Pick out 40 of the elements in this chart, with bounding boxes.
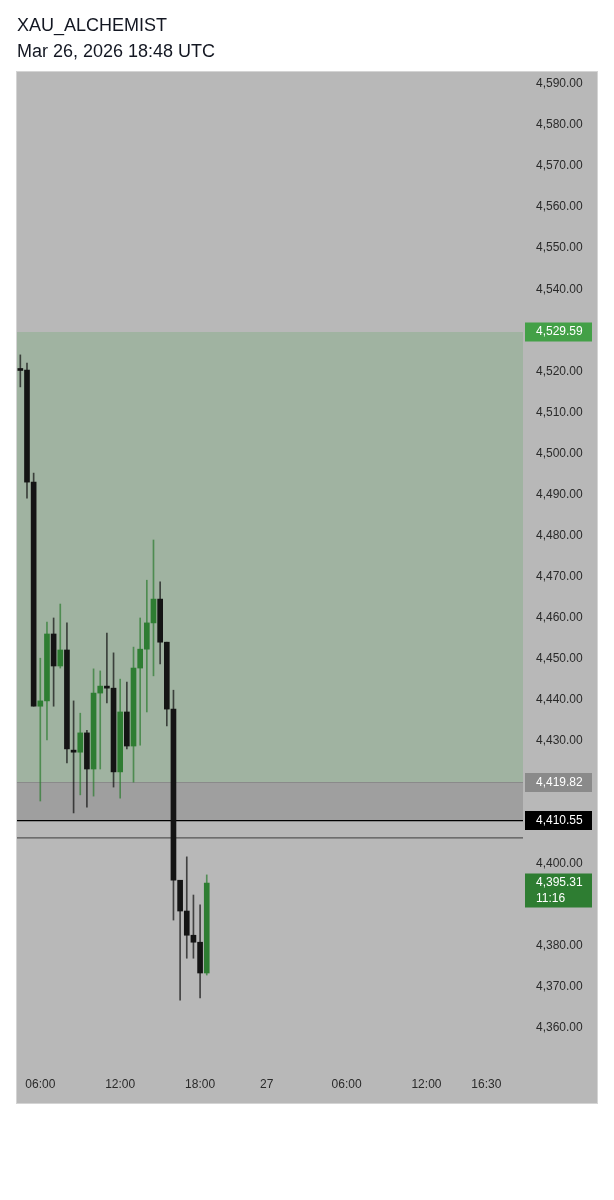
x-tick-label: 12:00 [105, 1076, 136, 1091]
chart-title: XAU_ALCHEMIST [17, 14, 169, 38]
candlestick [144, 579, 150, 713]
y-tick-label: 4,480.00 [536, 527, 584, 542]
x-tick-label: 18:00 [185, 1076, 216, 1091]
x-tick-label: 16:30 [471, 1076, 502, 1091]
y-tick-label: 4,540.00 [536, 281, 584, 296]
y-tick-label: 4,440.00 [536, 691, 584, 706]
x-tick-label: 27 [259, 1076, 274, 1091]
ref-line-label: 4,410.55 [536, 812, 584, 827]
y-tick-label: 4,370.00 [536, 979, 584, 994]
candlestick [137, 617, 143, 746]
candlestick [57, 603, 64, 669]
y-tick-label: 4,430.00 [536, 733, 584, 748]
y-tick-label: 4,450.00 [536, 650, 584, 665]
y-tick-label: 4,460.00 [536, 609, 584, 624]
text: 11:16 [536, 890, 566, 905]
y-tick-label: 4,560.00 [536, 199, 584, 214]
y-tick-label: 4,470.00 [536, 568, 584, 583]
text: 4,395.31 [536, 875, 584, 890]
y-tick-label: 4,590.00 [536, 76, 584, 91]
y-tick-label: 4,360.00 [536, 1020, 584, 1035]
y-tick-label: 4,520.00 [536, 363, 584, 378]
candlestick [37, 657, 44, 802]
x-tick-label: 12:00 [411, 1076, 442, 1091]
ref-line-label: 4,419.82 [536, 774, 584, 789]
y-tick-label: 4,580.00 [536, 117, 584, 132]
candlestick [77, 712, 84, 796]
y-tick-label: 4,550.00 [536, 240, 584, 255]
y-tick-label: 4,510.00 [536, 404, 584, 419]
candlestick [97, 670, 104, 770]
band-label: 4,529.59 [536, 324, 584, 339]
y-tick-label: 4,490.00 [536, 486, 584, 501]
y-tick-label: 4,500.00 [536, 445, 584, 460]
y-tick-label: 4,400.00 [536, 856, 584, 871]
x-tick-label: 06:00 [25, 1076, 56, 1091]
y-tick-label: 4,380.00 [536, 938, 584, 953]
y-tick-label: 4,570.00 [536, 158, 584, 173]
chart-subtitle: Mar 26, 2026 18:48 UTC [17, 40, 216, 63]
x-tick-label: 06:00 [331, 1076, 362, 1091]
